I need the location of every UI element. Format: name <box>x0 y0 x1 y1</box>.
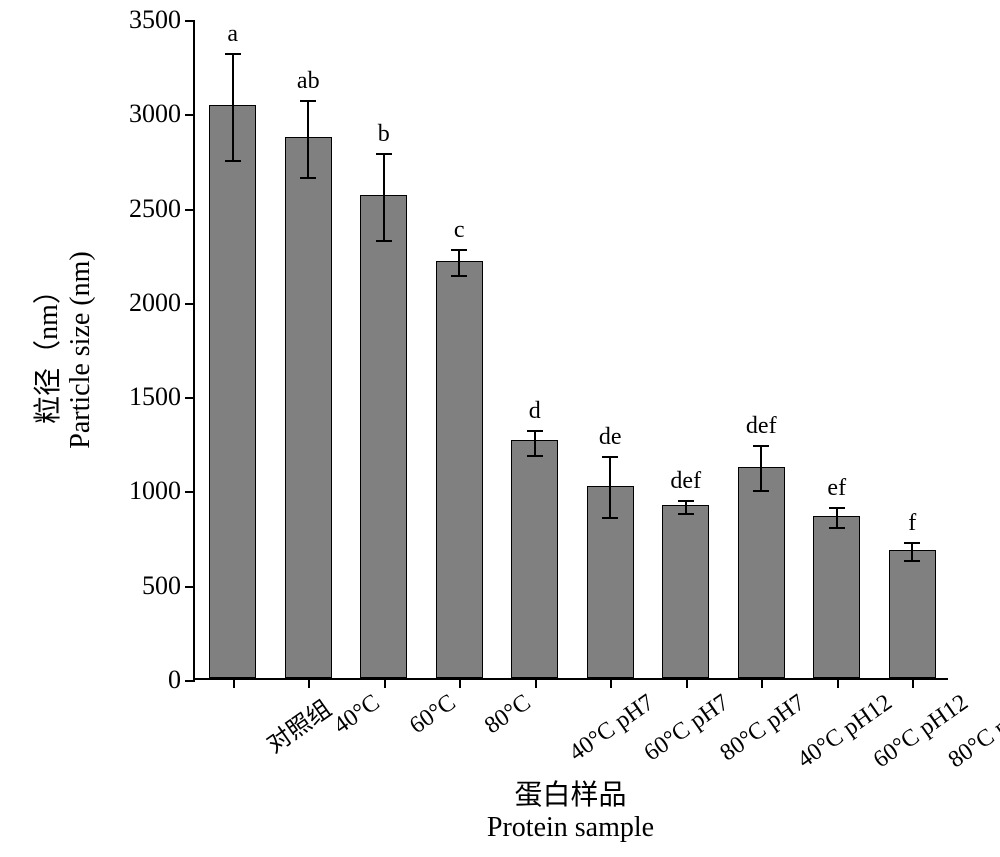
y-tick-label: 500 <box>142 571 195 601</box>
particle-size-bar-chart: 0 500 1000 1500 2000 2500 3000 3500 对照组 a 40°C ab 60… <box>0 0 1000 857</box>
bar <box>209 105 256 678</box>
x-tick-label: 80°C <box>472 678 536 740</box>
x-tick <box>384 678 386 688</box>
y-axis-title: 粒径（nm） Particle size (nm) <box>33 251 97 448</box>
bar <box>662 505 709 678</box>
bar <box>889 550 936 678</box>
x-tick <box>761 678 763 688</box>
error-bar-cap <box>602 517 618 519</box>
error-bar-cap <box>904 542 920 544</box>
x-tick <box>686 678 688 688</box>
x-tick-label: 对照组 <box>250 678 337 759</box>
x-tick-label: 40°C pH7 <box>556 678 659 767</box>
error-bar-cap <box>300 100 316 102</box>
error-bar-cap <box>904 560 920 562</box>
error-bar <box>836 508 838 528</box>
plot-area: 0500100015002000250030003500对照组a40°Cab60… <box>193 20 948 680</box>
error-bar-cap <box>829 507 845 509</box>
error-bar <box>760 446 762 491</box>
significance-label: c <box>454 217 465 244</box>
significance-label: de <box>599 424 622 451</box>
error-bar <box>383 154 385 241</box>
y-axis-title-en: Particle size (nm) <box>65 251 97 448</box>
error-bar <box>232 54 234 161</box>
error-bar <box>534 431 536 456</box>
y-tick-label: 3000 <box>129 99 195 129</box>
significance-label: f <box>908 510 916 537</box>
error-bar-cap <box>678 513 694 515</box>
y-tick-label: 3500 <box>129 5 195 35</box>
significance-label: def <box>746 413 777 440</box>
y-tick-label: 2500 <box>129 194 195 224</box>
error-bar-cap <box>225 160 241 162</box>
x-tick-label: 60°C <box>397 678 461 740</box>
error-bar-cap <box>300 177 316 179</box>
significance-label: ef <box>827 475 846 502</box>
x-tick-label: 40°C <box>321 678 385 740</box>
bar <box>285 137 332 678</box>
y-tick-label: 1500 <box>129 382 195 412</box>
error-bar-cap <box>753 445 769 447</box>
x-tick <box>233 678 235 688</box>
error-bar-cap <box>451 249 467 251</box>
significance-label: d <box>529 398 541 425</box>
x-tick <box>308 678 310 688</box>
error-bar-cap <box>225 53 241 55</box>
x-axis-title: 蛋白样品 Protein sample <box>487 780 654 844</box>
error-bar <box>458 250 460 276</box>
significance-label: def <box>670 468 701 495</box>
x-axis-title-en: Protein sample <box>487 812 654 844</box>
error-bar <box>609 457 611 517</box>
y-axis-title-cn: 粒径（nm） <box>33 251 65 448</box>
x-tick <box>610 678 612 688</box>
error-bar <box>911 543 913 561</box>
y-tick-label: 0 <box>168 665 195 695</box>
bar <box>738 467 785 678</box>
y-tick-label: 1000 <box>129 476 195 506</box>
x-tick <box>459 678 461 688</box>
significance-label: ab <box>297 68 320 95</box>
x-tick <box>535 678 537 688</box>
bar <box>511 440 558 678</box>
error-bar-cap <box>376 240 392 242</box>
y-tick-label: 2000 <box>129 288 195 318</box>
x-tick-label: 60°C pH7 <box>632 678 735 767</box>
error-bar-cap <box>451 275 467 277</box>
bar <box>360 195 407 678</box>
error-bar <box>307 101 309 178</box>
x-tick <box>912 678 914 688</box>
error-bar-cap <box>376 153 392 155</box>
error-bar <box>685 501 687 514</box>
x-tick <box>837 678 839 688</box>
error-bar-cap <box>527 455 543 457</box>
error-bar-cap <box>753 490 769 492</box>
error-bar-cap <box>829 527 845 529</box>
significance-label: b <box>378 121 390 148</box>
error-bar-cap <box>678 500 694 502</box>
x-axis-title-cn: 蛋白样品 <box>487 780 654 812</box>
error-bar-cap <box>602 456 618 458</box>
significance-label: a <box>227 21 238 48</box>
bar <box>436 261 483 678</box>
bar <box>813 516 860 678</box>
error-bar-cap <box>527 430 543 432</box>
